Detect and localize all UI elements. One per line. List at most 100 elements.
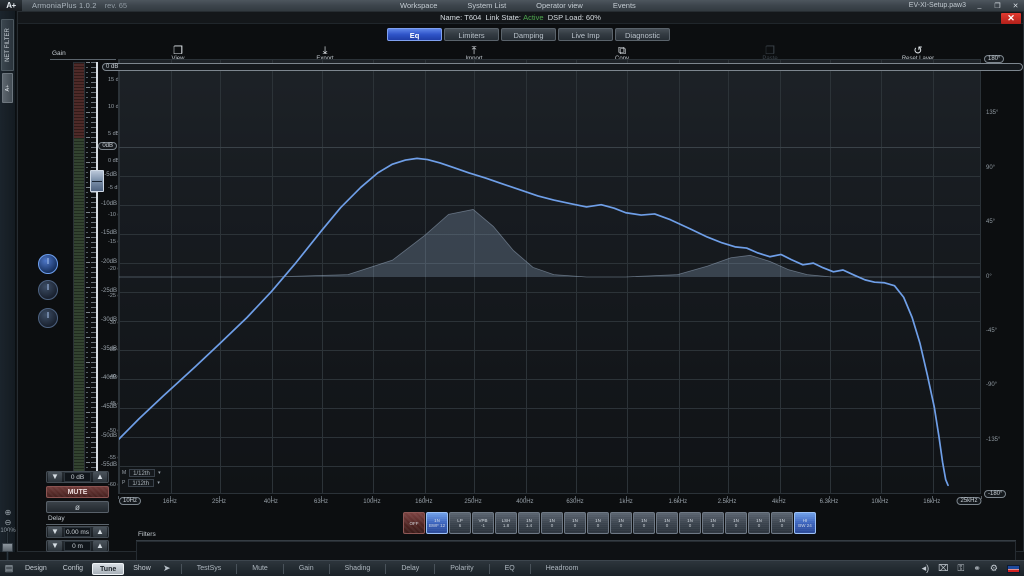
zoom-in-icon[interactable]: ⊕ (4, 508, 12, 517)
status-item-headroom[interactable]: Headroom (545, 565, 579, 572)
filter-band-button-18[interactable]: HI BW 24 (794, 512, 816, 534)
mode-design[interactable]: Design (25, 564, 47, 572)
eq-section-knob-2[interactable] (38, 280, 58, 300)
panel-close-button[interactable]: ✕ (1001, 13, 1021, 24)
delay-distance-stepper[interactable]: ▼ 0 m ▲ (46, 540, 109, 552)
cursor-tool-icon[interactable]: ➤ (162, 563, 171, 573)
lock-icon[interactable]: ⚿ (957, 563, 965, 573)
tab-limiters[interactable]: Limiters (444, 28, 499, 41)
magnitude-smoothing-select[interactable]: M 1/12th ▾ (122, 469, 161, 477)
filter-band-button-4[interactable]: VPB -1 (472, 512, 494, 534)
delay-time-decrement-button[interactable]: ▼ (48, 527, 62, 537)
filter-band-button-11[interactable]: 1N 0 (633, 512, 655, 534)
delay-distance-increment-button[interactable]: ▲ (93, 541, 107, 551)
filter-band-button-14[interactable]: 1N 0 (702, 512, 724, 534)
mode-config[interactable]: Config (62, 564, 84, 572)
delay-distance-value[interactable]: 0 m (64, 541, 91, 551)
status-item-testsys[interactable]: TestSys (196, 565, 222, 572)
filter-band-button-3[interactable]: LP 6 (449, 512, 471, 534)
filter-band-button-7[interactable]: 1N 0 (541, 512, 563, 534)
fader-tick (91, 312, 96, 313)
filter-band-button-2[interactable]: 1N BWF 12 (426, 512, 448, 534)
menu-item-system-list[interactable]: System List (467, 1, 507, 10)
window-close-button[interactable]: ✕ (1012, 2, 1019, 10)
gain-fader-thumb[interactable] (90, 170, 104, 192)
trash-icon[interactable]: ⌧ (938, 563, 949, 573)
window-controls: EV-XI-Setup.paw3 _ ❐ ✕ (909, 0, 1020, 11)
flag-icon[interactable] (1007, 564, 1020, 573)
mixer-icon[interactable]: ▤ (4, 563, 14, 573)
grid-line-h (119, 147, 980, 148)
mode-show[interactable]: Show (133, 564, 151, 572)
phase-smoothing-value[interactable]: 1/12th (128, 479, 155, 487)
phase-smoothing-select[interactable]: P 1/12th ▾ (122, 479, 160, 487)
device-name-value: T604 (464, 13, 482, 22)
zoom-slider-thumb[interactable] (2, 543, 13, 552)
fader-tick (91, 412, 96, 413)
freq-tick (473, 496, 475, 499)
status-item-polarity[interactable]: Polarity (450, 565, 474, 572)
gain-decrement-button[interactable]: ▼ (48, 472, 62, 482)
magnitude-smoothing-caret-icon[interactable]: ▾ (158, 470, 161, 476)
gain-scale-label: -20 dB (108, 266, 125, 272)
delay-time-increment-button[interactable]: ▲ (93, 527, 107, 537)
filter-band-button-9[interactable]: 1N 0 (587, 512, 609, 534)
filters-detail-area[interactable] (136, 541, 1016, 561)
mute-button[interactable]: MUTE (46, 486, 109, 498)
filter-band-button-1[interactable]: OFF (403, 512, 425, 534)
fader-tick (91, 407, 96, 408)
filter-band-button-8[interactable]: 1N 0 (564, 512, 586, 534)
delay-time-value[interactable]: 0.00 ms (64, 527, 91, 537)
gain-scale-label: -40 dB (108, 374, 125, 380)
zoom-out-icon[interactable]: ⊖ (4, 518, 12, 527)
net-filter-tab[interactable]: NET FILTER (1, 19, 14, 71)
eq-section-knob-3[interactable] (38, 308, 58, 328)
grid-line-h (119, 321, 980, 322)
collapsed-panel-tab[interactable]: A+ (2, 73, 13, 103)
eq-section-knob-1[interactable] (38, 254, 58, 274)
tab-diagnostic[interactable]: Diagnostic (615, 28, 670, 41)
status-item-delay[interactable]: Delay (401, 565, 420, 572)
filter-band-button-17[interactable]: 1N 0 (771, 512, 793, 534)
tab-damping[interactable]: Damping (501, 28, 556, 41)
menu-item-events[interactable]: Events (612, 1, 636, 10)
phase-smoothing-caret-icon[interactable]: ▾ (157, 480, 160, 486)
status-item-shading[interactable]: Shading (344, 565, 371, 572)
filter-band-button-13[interactable]: 1N 0 (679, 512, 701, 534)
meter-tick (86, 392, 88, 393)
filter-band-button-12[interactable]: 1N 0 (656, 512, 678, 534)
fader-tick (91, 237, 96, 238)
phase-tick-label: -180° (984, 490, 1007, 498)
grid-line-v (728, 60, 730, 493)
gear-icon[interactable]: ⚙ (989, 563, 998, 573)
speaker-icon[interactable]: ◂) (921, 563, 930, 573)
meter-tick (86, 132, 88, 133)
filter-band-button-16[interactable]: 1N 0 (748, 512, 770, 534)
mode-tune[interactable]: Tune (92, 562, 125, 575)
menu-item-workspace[interactable]: Workspace (400, 1, 438, 10)
gain-stepper[interactable]: ▼ 0 dB ▲ (46, 471, 109, 483)
tab-live-imp[interactable]: Live Imp (558, 28, 613, 41)
minimize-button[interactable]: _ (977, 2, 982, 9)
meter-tick (86, 397, 88, 398)
status-item-gain[interactable]: Gain (298, 565, 314, 572)
restore-button[interactable]: ❐ (994, 2, 1001, 10)
filter-band-button-5[interactable]: LSH 1.8 (495, 512, 517, 534)
filter-band-type: 1N (756, 518, 762, 523)
delay-distance-decrement-button[interactable]: ▼ (48, 541, 62, 551)
status-item-eq[interactable]: EQ (504, 565, 515, 572)
gain-increment-button[interactable]: ▲ (93, 472, 107, 482)
tab-eq[interactable]: Eq (387, 28, 442, 41)
delay-time-stepper[interactable]: ▼ 0.00 ms ▲ (46, 526, 109, 538)
status-item-mute[interactable]: Mute (252, 565, 268, 572)
fader-tick (91, 432, 96, 433)
magnitude-smoothing-value[interactable]: 1/12th (129, 469, 156, 477)
filter-band-button-10[interactable]: 1N 0 (610, 512, 632, 534)
link-icon[interactable]: ⚭ (973, 563, 981, 573)
filter-band-button-15[interactable]: 1N 0 (725, 512, 747, 534)
gain-value[interactable]: 0 dB (64, 472, 91, 482)
menu-item-operator-view[interactable]: Operator view (536, 1, 583, 10)
filter-band-button-6[interactable]: 1N 1.4 (518, 512, 540, 534)
polarity-button[interactable]: ø (46, 501, 109, 513)
eq-response-plot[interactable] (118, 59, 981, 494)
